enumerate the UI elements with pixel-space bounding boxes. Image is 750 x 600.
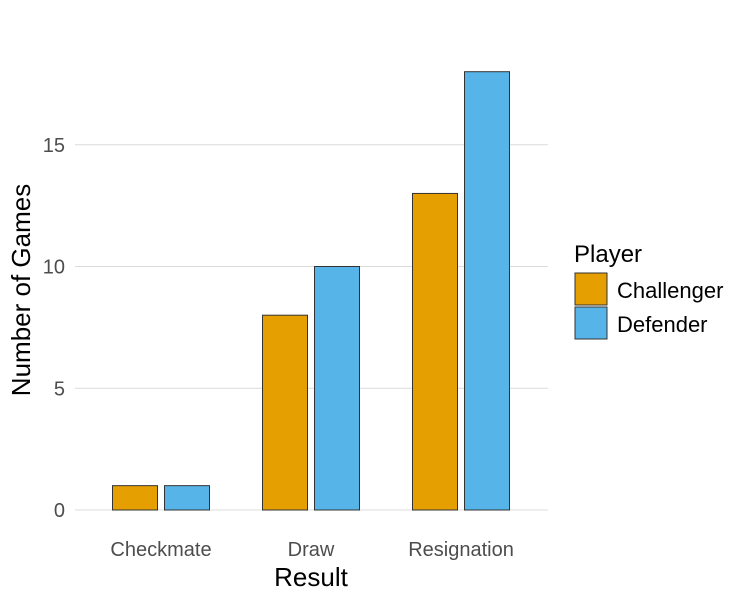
- bar-defender-draw: [314, 266, 360, 511]
- y-tick-label: 5: [54, 378, 65, 400]
- bars: [112, 71, 510, 511]
- legend-swatch-defender: [574, 306, 608, 340]
- legend: Player Challenger Defender: [574, 241, 723, 340]
- legend-label-challenger: Challenger: [617, 278, 723, 303]
- legend-label-defender: Defender: [617, 312, 708, 337]
- y-axis-title: Number of Games: [6, 184, 36, 396]
- bar-challenger-draw: [262, 314, 308, 511]
- bar-defender-checkmate: [164, 485, 210, 511]
- x-tick-label: Checkmate: [110, 539, 211, 561]
- bar-challenger-resignation: [412, 192, 458, 511]
- legend-items: Challenger Defender: [574, 272, 723, 340]
- x-tick-label: Resignation: [408, 539, 514, 561]
- x-axis-ticks: Checkmate Draw Resignation: [110, 539, 513, 561]
- y-axis-ticks: 0 5 10 15: [43, 135, 65, 522]
- x-axis-title: Result: [274, 562, 348, 592]
- y-tick-label: 10: [43, 257, 65, 279]
- bar-defender-resignation: [464, 71, 510, 511]
- legend-title: Player: [574, 241, 642, 268]
- y-tick-label: 15: [43, 135, 65, 157]
- bar-challenger-checkmate: [112, 485, 158, 511]
- y-tick-label: 0: [54, 500, 65, 522]
- x-tick-label: Draw: [288, 539, 335, 561]
- legend-swatch-challenger: [574, 272, 608, 306]
